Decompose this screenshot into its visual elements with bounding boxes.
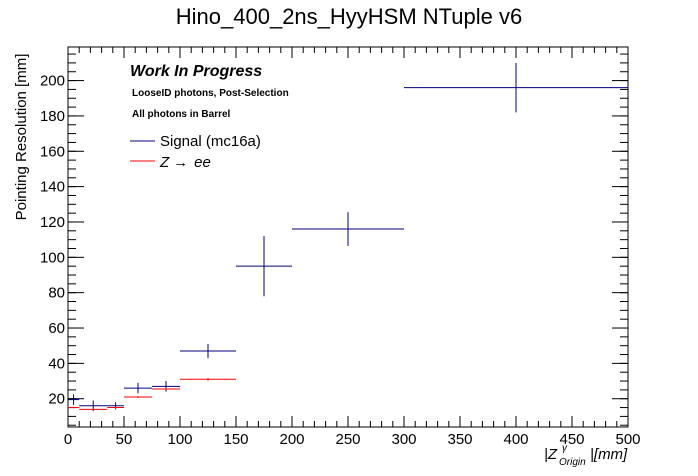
x-axis-label-suffix: |[mm] bbox=[590, 446, 628, 463]
y-tick-label: 40 bbox=[48, 355, 65, 372]
y-tick-label: 100 bbox=[40, 249, 65, 266]
axis-ticks bbox=[67, 47, 629, 427]
y-tick-label: 200 bbox=[40, 73, 65, 90]
legend-signal-label: Signal (mc16a) bbox=[160, 133, 261, 150]
y-tick-label: 180 bbox=[40, 108, 65, 125]
x-axis-label-superscript: γ bbox=[562, 443, 568, 454]
x-tick-label: 150 bbox=[223, 431, 248, 448]
legend: Signal (mc16a) Z → ee bbox=[130, 133, 261, 171]
y-axis-label: Pointing Resolution [mm] bbox=[13, 54, 30, 221]
x-axis-label-subscript: Origin bbox=[559, 457, 586, 468]
x-tick-label: 50 bbox=[116, 431, 133, 448]
x-tick-label: 400 bbox=[503, 431, 528, 448]
y-tick-label: 20 bbox=[48, 391, 65, 408]
series-zee bbox=[68, 377, 236, 411]
series-layer bbox=[68, 62, 628, 412]
x-tick-label: 450 bbox=[559, 431, 584, 448]
x-tick-label: 300 bbox=[391, 431, 416, 448]
x-tick-label: 350 bbox=[447, 431, 472, 448]
y-tick-label: 140 bbox=[40, 179, 65, 196]
y-tick-label: 120 bbox=[40, 214, 65, 231]
y-tick-label: 60 bbox=[48, 320, 65, 337]
x-tick-label: 250 bbox=[335, 431, 360, 448]
x-axis-label-prefix: |Z bbox=[544, 446, 558, 463]
work-in-progress-label: Work In Progress bbox=[130, 63, 262, 80]
series-signal bbox=[68, 62, 628, 412]
y-tick-label: 80 bbox=[48, 285, 65, 302]
x-tick-label: 200 bbox=[279, 431, 304, 448]
legend-zee-label: Z → ee bbox=[159, 154, 211, 171]
x-tick-label: 500 bbox=[615, 431, 640, 448]
x-tick-labels: 0 50 100 150 200 250 300 350 400 450 500 bbox=[64, 431, 641, 448]
region-label: All photons in Barrel bbox=[132, 109, 231, 120]
chart-title: Hino_400_2ns_HyyHSM NTuple v6 bbox=[176, 4, 522, 29]
x-tick-label: 0 bbox=[64, 431, 72, 448]
x-tick-label: 100 bbox=[167, 431, 192, 448]
x-axis-label: |Z γ Origin |[mm] bbox=[544, 443, 628, 468]
y-tick-label: 160 bbox=[40, 143, 65, 160]
selection-label: LooseID photons, Post-Selection bbox=[132, 88, 289, 99]
y-tick-labels: 20 40 60 80 100 120 140 160 180 200 bbox=[40, 73, 65, 408]
